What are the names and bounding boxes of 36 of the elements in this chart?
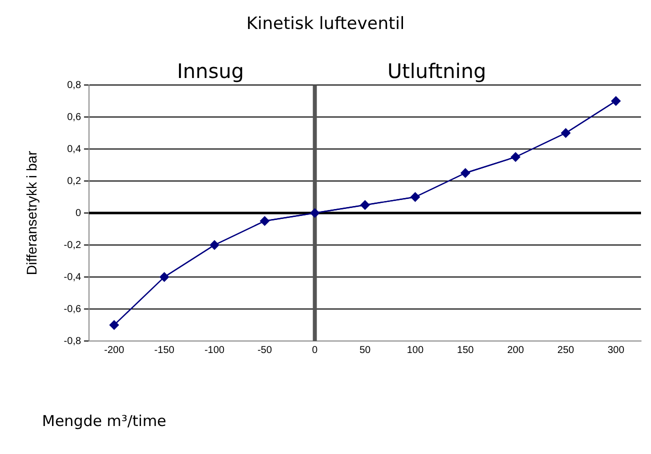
x-tick-label: 200 <box>507 344 524 356</box>
text: Utluftning <box>387 59 486 84</box>
point <box>510 152 520 162</box>
y-tick-label: 0,8 <box>67 80 82 91</box>
y-tick-label: -0,8 <box>64 336 82 347</box>
point <box>260 216 270 226</box>
text: Innsug <box>176 59 244 84</box>
x-tick-label: 300 <box>608 344 625 356</box>
point <box>460 168 470 178</box>
chart-title: Kinetisk lufteventil <box>245 14 406 34</box>
y-tick-label: -0,6 <box>64 304 82 315</box>
y-tick-label: -0,2 <box>64 240 82 251</box>
x-tick-label: 0 <box>312 344 318 356</box>
x-tick-label: -200 <box>104 344 125 356</box>
y-tick-label: -0,4 <box>64 272 82 283</box>
point <box>110 320 119 330</box>
x-tick-label: 250 <box>557 344 575 356</box>
x-tick-label: 100 <box>406 344 424 356</box>
point <box>210 240 220 250</box>
x-axis-title: Mengde m³/time <box>42 412 166 430</box>
y-tick-label: 0 <box>75 208 82 219</box>
point <box>360 200 370 210</box>
point <box>310 208 320 218</box>
x-tick-label: 50 <box>359 344 372 356</box>
y-axis-title: Differansetrykk i bar <box>23 150 40 276</box>
y-tick-label: 0,4 <box>67 144 82 155</box>
x-tick-label: -100 <box>204 344 225 356</box>
x-tick-label: 150 <box>457 344 474 356</box>
point <box>160 272 169 282</box>
y-tick-label: 0,6 <box>67 112 82 123</box>
x-tick-label: -150 <box>154 344 175 356</box>
point <box>611 96 621 106</box>
y-tick-label: 0,2 <box>67 176 82 187</box>
point <box>561 128 570 138</box>
x-tick-label: -50 <box>257 344 272 356</box>
point <box>410 192 420 202</box>
